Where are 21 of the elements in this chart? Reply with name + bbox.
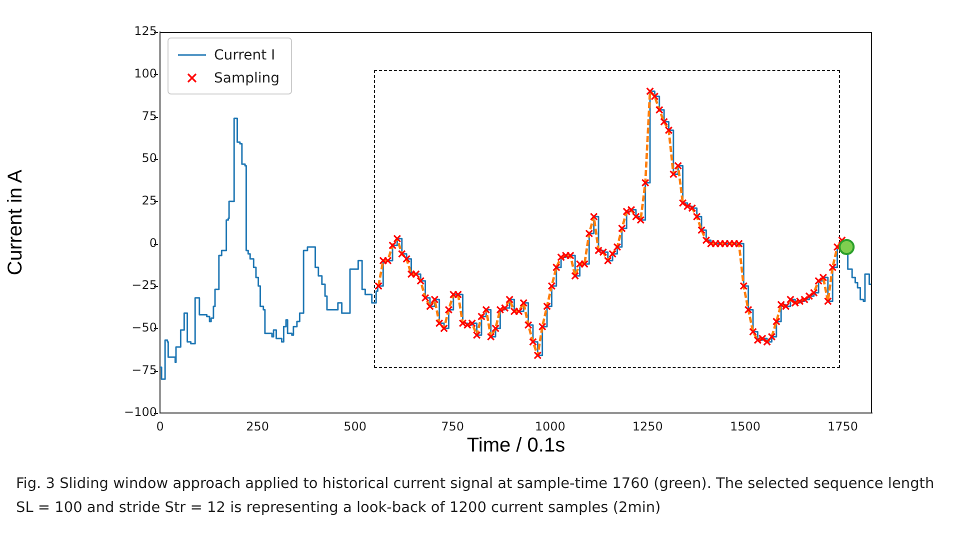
y-axis-title: Current in A	[4, 169, 27, 276]
caption: Fig. 3 Sliding window approach applied to historical current signal at sample-time 1760 (green). The selected sequence length SL = 100 and stride Str = 12 is representing a look-back of 1200 current samples (2min)	[16, 475, 936, 518]
x-tick-label: 1500	[730, 419, 760, 434]
y-tick-label: −75	[132, 362, 157, 377]
x-tick-label: 1250	[632, 419, 663, 434]
y-tick-label: 50	[142, 151, 157, 166]
y-tick-label: 125	[134, 24, 157, 38]
y-tick-label: 100	[134, 66, 157, 80]
x-tick-label: 750	[441, 419, 464, 434]
x-tick-label: 1750	[827, 419, 858, 434]
y-tick-label: −25	[132, 278, 157, 292]
y-tick-label: −100	[124, 405, 157, 420]
x-tick-label: 1000	[534, 419, 566, 434]
y-tick-label: −50	[132, 320, 157, 334]
x-axis-title: Time / 0.1s	[466, 434, 566, 457]
x-tick-label: 500	[344, 419, 367, 434]
y-tick-label: 25	[142, 193, 157, 208]
y-tick-label: 75	[142, 108, 157, 123]
legend-label: Sampling	[214, 70, 280, 87]
x-tick-label: 250	[246, 419, 269, 434]
legend-label: Current I	[214, 48, 276, 64]
